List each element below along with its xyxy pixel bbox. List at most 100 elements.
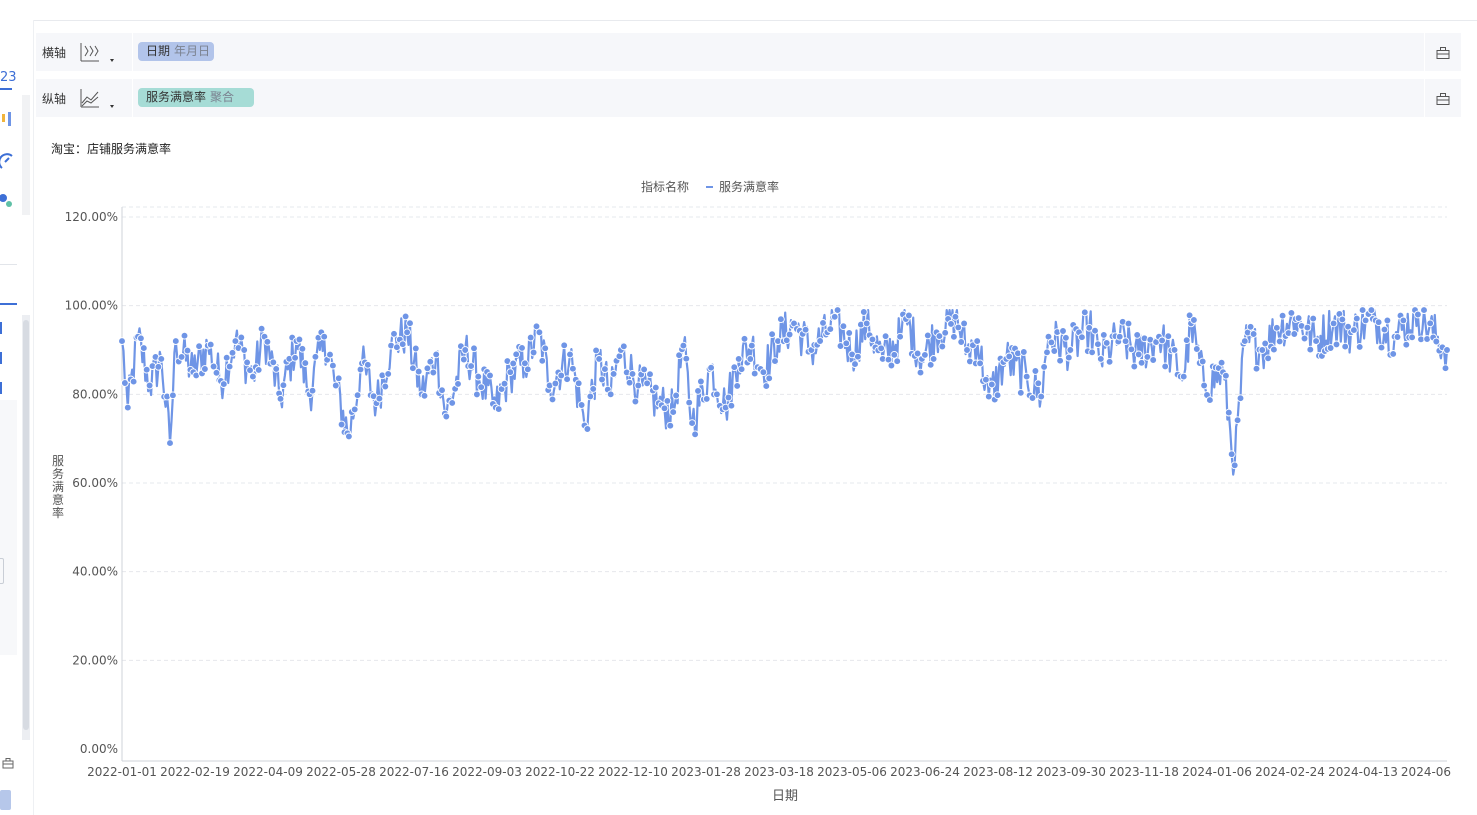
data-point [139,344,148,352]
data-point [154,362,163,371]
data-point [526,333,535,342]
data-point [1059,327,1067,335]
data-point [589,385,598,393]
data-point [905,311,913,320]
data-point [881,332,890,341]
bottom-action-button[interactable] [0,790,11,810]
data-point [1124,319,1133,328]
x-field-granularity: 年月日 [174,44,211,58]
data-point [123,403,132,412]
data-point [750,369,759,378]
data-point [1246,322,1255,331]
x-tick-label: 2022-05-28 [306,765,376,779]
data-point [432,350,441,359]
data-point [263,337,272,346]
data-point [474,372,483,381]
data-point [1105,357,1114,366]
gauge-chart-type-icon[interactable] [0,152,14,174]
data-point [1121,337,1130,346]
data-point [625,378,634,387]
data-point [947,320,955,328]
data-point [785,330,794,339]
data-point [240,346,249,354]
data-point [1261,339,1270,348]
line-chart-icon[interactable] [79,41,119,65]
area-chart-icon[interactable] [79,87,119,111]
y-field-pill[interactable]: 服务满意率 聚合 [138,88,254,107]
number-chart-type-icon[interactable]: 23 [0,70,17,85]
data-point [1264,354,1272,363]
data-point [538,356,547,365]
data-point [1192,345,1201,353]
data-point [973,337,982,345]
data-point [1294,314,1303,322]
data-point [1230,461,1239,470]
data-point [1179,372,1188,381]
data-point [353,391,362,400]
data-point [1094,340,1102,349]
data-point [1133,331,1142,339]
data-point [298,344,307,353]
x-field-pill[interactable]: 日期 年月日 [138,42,214,61]
toolbox-icon[interactable] [2,754,14,773]
data-point [1358,306,1367,314]
x-tick-label: 2022-04-09 [233,765,303,779]
data-point [1224,408,1233,417]
toolbox-icon[interactable] [1436,45,1450,59]
data-point [180,331,189,340]
y-tick-label: 60.00% [72,476,118,490]
data-point [801,325,810,334]
data-point [762,382,771,390]
data-point [1374,318,1383,327]
data-point [1361,316,1370,325]
chart-type-scrollbar[interactable] [22,95,30,215]
property-input[interactable] [0,558,4,584]
data-point [583,425,592,433]
toolbox-icon[interactable] [1436,91,1450,105]
data-point [398,340,407,349]
scatter-chart-type-icon[interactable] [0,192,14,214]
x-tick-label: 2022-10-22 [525,765,595,779]
y-tick-label: 20.00% [72,653,118,667]
field-marker [0,322,2,334]
data-point [842,339,851,348]
data-point [646,370,654,379]
data-point [737,365,746,374]
x-tick-label: 2023-06-24 [890,765,960,779]
bar-chart-type-icon[interactable] [2,110,14,130]
data-point [1056,356,1064,365]
data-point [473,390,481,399]
data-point [816,337,824,345]
data-point [494,405,503,413]
property-scrollbar-thumb[interactable] [23,320,29,730]
data-point [707,363,715,372]
data-point [569,364,577,373]
data-point [249,372,257,381]
data-point [771,357,779,365]
data-point [169,391,177,400]
data-point [279,381,288,390]
x-tick-label: 2024-01-06 [1182,765,1252,779]
data-point [1312,337,1320,345]
data-point [1441,364,1450,373]
data-point [929,355,938,363]
data-point [606,390,615,399]
data-point [414,367,423,376]
data-point [1091,326,1099,335]
data-point [557,371,566,380]
data-point [574,379,583,388]
data-point [311,352,320,361]
x-tick-label: 2022-12-10 [598,765,668,779]
left-chart-type-panel: 23 [0,0,34,815]
data-point [951,312,960,321]
data-point [685,398,694,407]
data-point [177,353,186,361]
data-point [1290,330,1299,338]
data-point [1383,316,1392,325]
x-tick-label: 2023-03-18 [744,765,814,779]
data-point [411,344,420,353]
data-point [121,379,129,387]
top-divider [0,20,1477,21]
data-point [993,391,1002,400]
